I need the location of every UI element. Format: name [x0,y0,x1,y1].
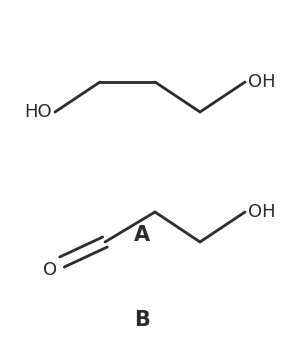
Text: O: O [43,261,57,279]
Text: OH: OH [248,73,276,91]
Text: B: B [134,310,150,330]
Text: A: A [134,225,150,245]
Text: HO: HO [24,103,52,121]
Text: OH: OH [248,203,276,221]
